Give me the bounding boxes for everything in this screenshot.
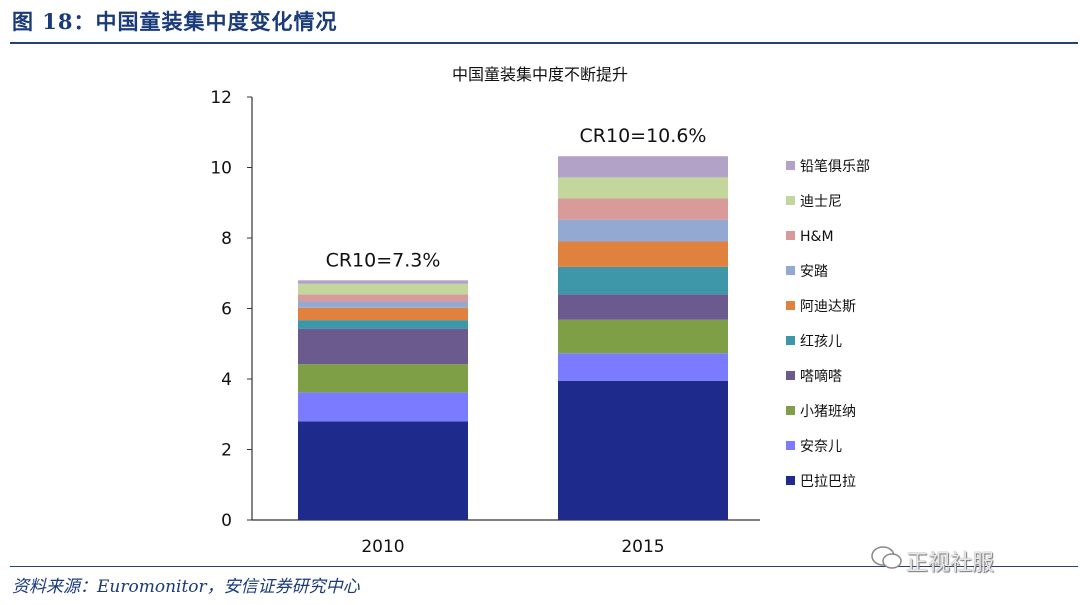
source-note: 资料来源：Euromonitor，安信证券研究中心: [12, 577, 360, 597]
bottom-rule: [10, 566, 1078, 567]
legend-swatch: [786, 441, 795, 450]
legend-swatch: [786, 231, 795, 240]
legend-label: 迪士尼: [800, 194, 842, 210]
bar-segment-2010: [298, 392, 468, 422]
legend-label: 嗒嘀嗒: [800, 368, 842, 385]
top-rule: [10, 42, 1078, 44]
legend-swatch: [786, 336, 795, 345]
y-tick-label: 6: [221, 300, 232, 320]
bar-segment-2010: [298, 294, 468, 302]
legend-label: 巴拉巴拉: [800, 474, 856, 490]
y-tick-label: 12: [210, 88, 232, 108]
bar-segment-2015: [558, 177, 728, 199]
bar-segment-2010: [298, 280, 468, 284]
bar-segment-2015: [558, 353, 728, 381]
legend-swatch: [786, 161, 795, 170]
chart-title: 中国童装集中度不断提升: [452, 65, 628, 84]
bar-annotation: CR10=7.3%: [326, 249, 441, 271]
bar-annotation: CR10=10.6%: [580, 125, 707, 147]
legend-swatch: [786, 406, 795, 415]
x-tick-label: 2015: [621, 537, 664, 557]
x-tick-label: 2010: [361, 537, 404, 557]
bar-segment-2015: [558, 319, 728, 354]
y-tick-label: 8: [221, 229, 232, 249]
legend-label: 阿迪达斯: [800, 299, 856, 315]
bar-segment-2015: [558, 219, 728, 242]
legend-swatch: [786, 476, 795, 485]
legend-label: 安踏: [800, 264, 828, 280]
y-tick-label: 2: [221, 441, 232, 461]
watermark: 正视社服: [906, 551, 995, 576]
bar-segment-2015: [558, 241, 728, 267]
y-tick-label: 10: [210, 159, 232, 179]
y-tick-label: 0: [221, 511, 232, 531]
legend-swatch: [786, 301, 795, 310]
bar-segment-2010: [298, 301, 468, 308]
bar-segment-2015: [558, 294, 728, 320]
y-tick-label: 4: [221, 370, 232, 390]
bar-segment-2010: [298, 283, 468, 295]
bar-segment-2010: [298, 320, 468, 329]
bar-segment-2010: [298, 421, 468, 520]
bar-segment-2015: [558, 198, 728, 220]
legend-swatch: [786, 196, 795, 205]
figure-title: 图 18：中国童装集中度变化情况: [12, 9, 338, 34]
wechat-icon: [871, 546, 902, 569]
legend-label: H&M: [800, 229, 834, 245]
legend-label: 红孩儿: [800, 334, 842, 350]
bar-segment-2010: [298, 328, 468, 365]
legend-swatch: [786, 371, 795, 380]
legend-label: 铅笔俱乐部: [800, 159, 870, 175]
legend-label: 小猪班纳: [800, 404, 856, 420]
bar-segment-2010: [298, 364, 468, 393]
bar-segment-2015: [558, 266, 728, 295]
legend-swatch: [786, 266, 795, 275]
bar-segment-2010: [298, 307, 468, 321]
bar-segment-2015: [558, 380, 728, 520]
legend-label: 安奈儿: [800, 439, 842, 455]
bar-segment-2015: [558, 156, 728, 178]
